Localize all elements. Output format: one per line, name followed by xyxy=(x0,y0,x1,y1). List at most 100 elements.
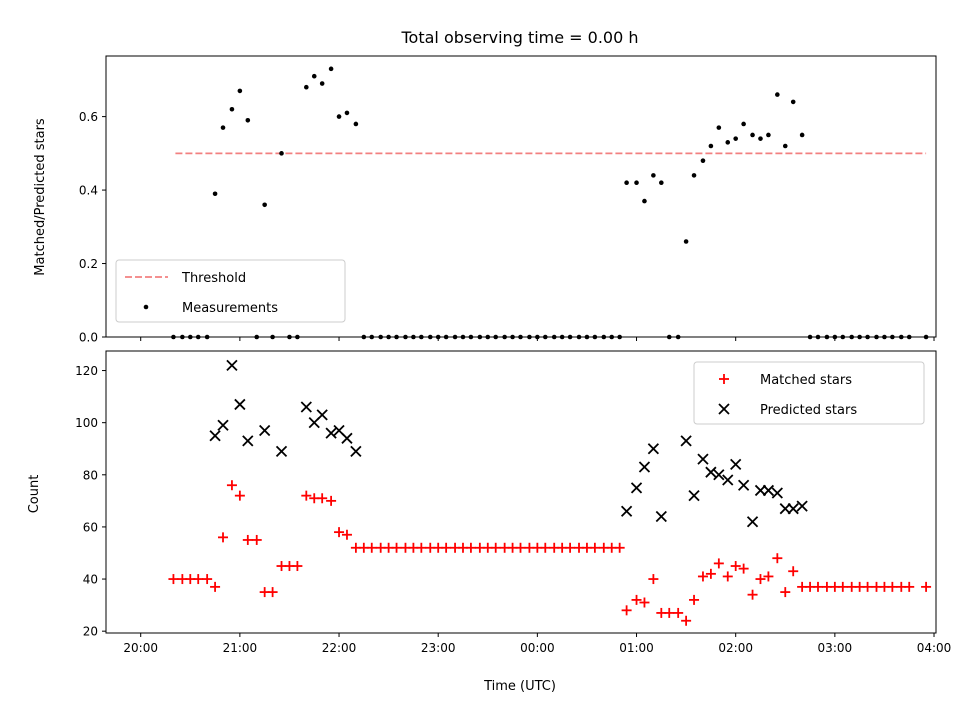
chart-title: Total observing time = 0.00 h xyxy=(400,28,638,47)
x-tick-label: 02:00 xyxy=(718,641,753,655)
predicted-stars-point xyxy=(638,461,651,473)
measurement-point xyxy=(237,88,243,94)
measurement-point xyxy=(279,151,284,156)
matched-stars-point xyxy=(334,527,345,538)
predicted-stars-point xyxy=(771,487,783,499)
matched-stars-point xyxy=(490,542,501,553)
matched-stars-point xyxy=(621,605,632,616)
predicted-stars-point xyxy=(705,466,717,478)
matched-stars-point xyxy=(251,534,262,545)
matched-stars-point xyxy=(267,587,278,598)
matched-stars-point xyxy=(226,480,237,491)
predicted-stars-point xyxy=(722,474,734,486)
predicted-stars-point xyxy=(209,430,221,442)
matched-stars-point xyxy=(631,594,642,605)
measurement-point xyxy=(229,106,235,112)
measurement-point xyxy=(304,84,309,90)
matched-stars-point xyxy=(812,581,823,592)
y-tick-label: 0.6 xyxy=(79,110,98,124)
matched-stars-point xyxy=(921,581,932,592)
bottom-axes-frame xyxy=(105,350,937,634)
matched-stars-point xyxy=(242,534,253,545)
matched-stars-point xyxy=(301,490,312,501)
matched-stars-point xyxy=(565,542,576,553)
matched-stars-point xyxy=(772,553,783,564)
matched-stars-point xyxy=(862,581,873,592)
predicted-stars-point xyxy=(655,510,667,523)
predicted-stars-point xyxy=(620,505,633,517)
measurement-point xyxy=(750,132,755,138)
matched-stars-point xyxy=(837,581,848,592)
top-axes-frame xyxy=(105,55,937,338)
x-tick-label: 00:00 xyxy=(520,641,555,655)
matched-stars-point xyxy=(326,495,337,506)
matched-stars-point xyxy=(341,529,352,540)
x-tick-label: 21:00 xyxy=(223,641,258,655)
matched-stars-point xyxy=(780,587,791,598)
y-tick-label: 0.2 xyxy=(79,257,98,271)
y-tick-label: 80 xyxy=(83,468,98,482)
predicted-stars-point xyxy=(737,479,750,491)
predicted-stars-point xyxy=(350,445,362,457)
measurement-point xyxy=(758,136,763,141)
matched-stars-point xyxy=(788,566,799,577)
y-tick-label: 40 xyxy=(83,573,98,587)
measurement-point xyxy=(741,121,746,127)
matched-stars-point xyxy=(730,561,741,572)
matched-stars-point xyxy=(648,574,659,585)
matched-stars-point xyxy=(639,597,650,608)
measurement-point xyxy=(642,198,647,204)
measurement-point xyxy=(716,125,722,130)
matched-stars-point xyxy=(738,563,749,574)
predicted-stars-point xyxy=(762,484,775,497)
predicted-stars-point xyxy=(242,435,254,447)
measurement-point xyxy=(262,202,267,208)
y-tick-label: 0.4 xyxy=(79,184,98,198)
matched-stars-point xyxy=(210,581,221,592)
x-tick-label: 03:00 xyxy=(818,641,853,655)
bottom-ticks: 20:00 21:00 22:00 23:00 00:00 01:00 02:00 03:00… xyxy=(75,364,951,655)
matched-stars-point xyxy=(193,574,204,585)
predicted-stars-point xyxy=(234,398,246,411)
legend-matched-swatch xyxy=(719,374,729,384)
x-tick-label: 01:00 xyxy=(619,641,654,655)
panel-ratio: Total observing time = 0.00 h Matched/Pr… xyxy=(33,28,937,345)
matched-stars-point xyxy=(465,542,476,553)
matched-stars-point xyxy=(202,574,213,585)
matched-stars-point xyxy=(755,574,766,585)
matched-stars-point xyxy=(763,571,774,582)
matched-stars-point xyxy=(441,542,452,553)
top-ticks: 0.0 0.2 0.4 0.6 xyxy=(79,110,935,345)
legend-label: Predicted stars xyxy=(760,403,857,418)
measurement-point xyxy=(624,180,629,186)
measurement-point xyxy=(336,114,342,119)
matched-stars-point xyxy=(589,542,600,553)
predicted-stars-point xyxy=(713,469,725,481)
matched-stars-point xyxy=(614,542,625,553)
matched-stars-point xyxy=(697,571,708,582)
matched-stars-point xyxy=(747,589,758,600)
panel-counts: Count Time (UTC) 20:00 21:00 22:00 23:00 00:… xyxy=(27,350,951,694)
matched-stars-point xyxy=(416,542,427,553)
matched-stars-point xyxy=(540,542,551,553)
measurement-point xyxy=(766,132,771,138)
y-tick-label: 120 xyxy=(75,364,98,378)
matched-stars-point xyxy=(515,542,526,553)
matched-stars-point xyxy=(681,615,692,626)
legend-predicted-swatch xyxy=(718,403,730,415)
measurement-point xyxy=(683,239,689,244)
matched-stars-point xyxy=(366,542,377,553)
y-tick-label: 60 xyxy=(83,520,98,534)
matched-stars-point xyxy=(705,568,716,579)
measurement-point xyxy=(733,136,738,141)
legend-label: Measurements xyxy=(182,301,278,316)
matched-stars-point xyxy=(904,581,915,592)
measurement-point xyxy=(344,110,350,116)
top-y-axis-label: Matched/Predicted stars xyxy=(33,118,48,276)
matched-stars-point xyxy=(722,571,733,582)
measurement-point xyxy=(634,180,639,186)
y-tick-label: 0.0 xyxy=(79,331,98,345)
measurement-point xyxy=(212,191,218,197)
measurement-point xyxy=(775,92,780,97)
